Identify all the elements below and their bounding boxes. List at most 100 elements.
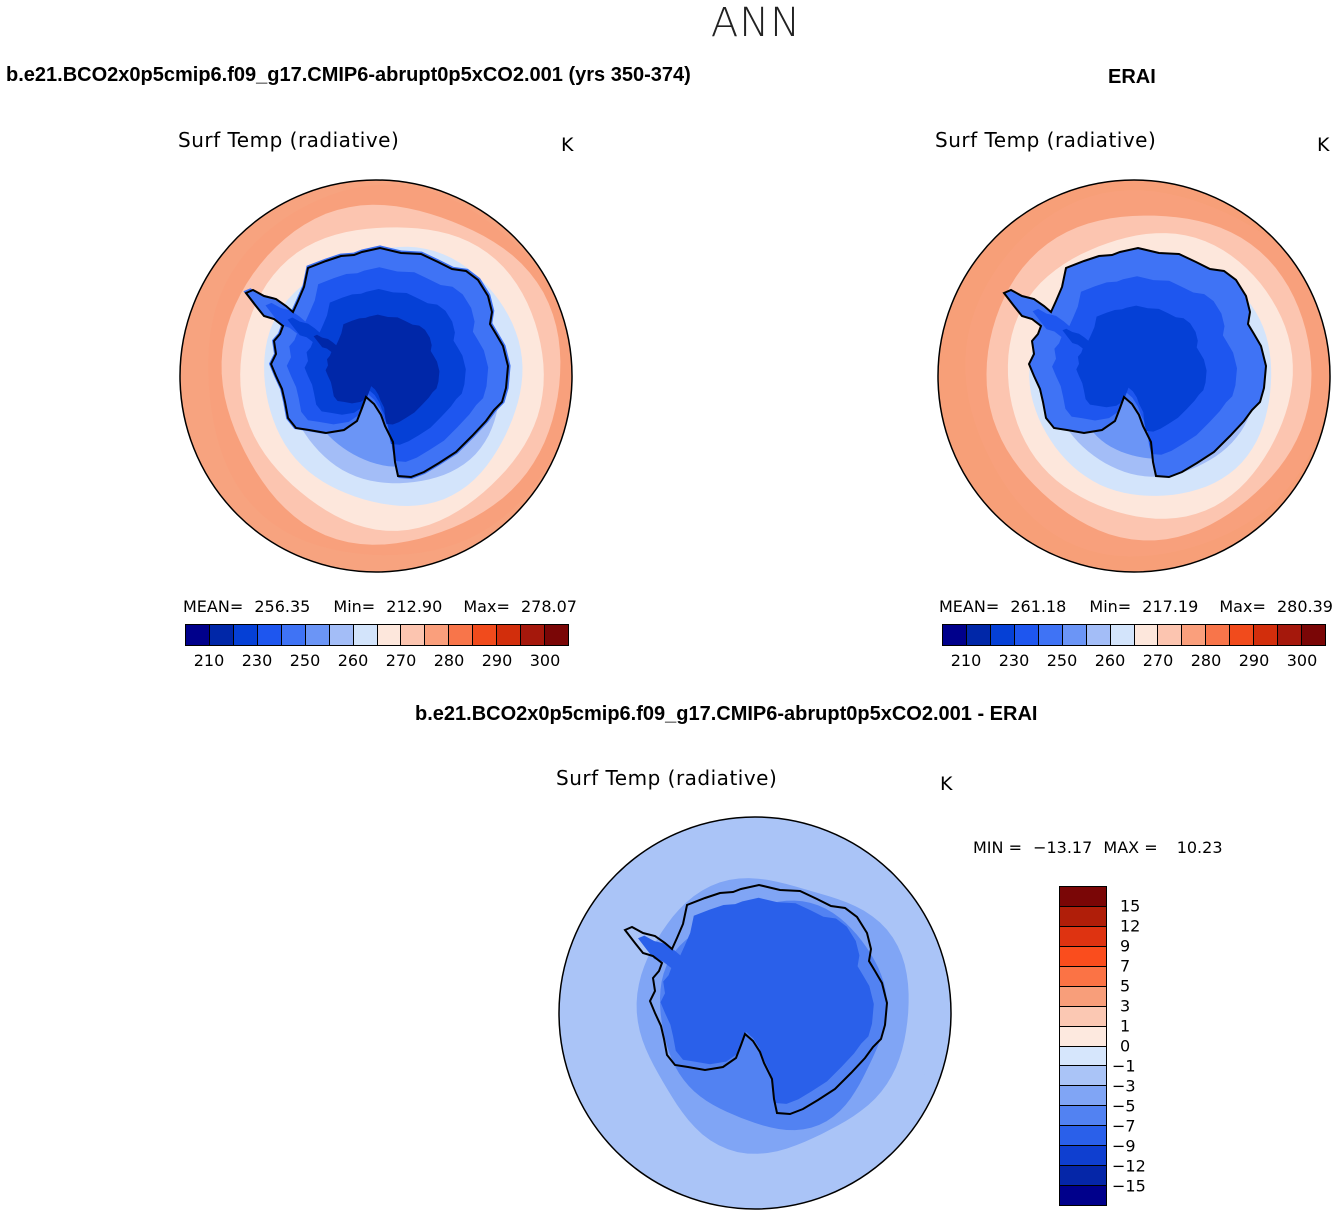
model-colorbar-swatch bbox=[233, 625, 258, 645]
diff-case-title: b.e21.BCO2x0p5cmip6.f09_g17.CMIP6-abrupt… bbox=[415, 703, 1038, 725]
model-polar-map bbox=[179, 179, 573, 573]
diff-colorbar-tick-label: −1 bbox=[1112, 1056, 1136, 1076]
diff-max-label: MAX = bbox=[1103, 838, 1158, 857]
model-max-value: 278.07 bbox=[520, 597, 577, 616]
diff-colorbar-swatch bbox=[1060, 1186, 1106, 1205]
model-colorbar-tick-label: 290 bbox=[481, 651, 513, 670]
diff-stats: MIN = −13.17 MAX = 10.23 bbox=[973, 838, 1223, 857]
diff-colorbar-swatch bbox=[1060, 1166, 1106, 1187]
diff-polar-map bbox=[558, 816, 952, 1210]
obs-colorbar-swatch bbox=[1254, 625, 1279, 645]
model-colorbar-swatch bbox=[281, 625, 306, 645]
diff-colorbar-swatch bbox=[1060, 1086, 1106, 1107]
diff-min-value: −13.17 bbox=[1033, 838, 1093, 857]
diff-colorbar-tick-label: −15 bbox=[1112, 1176, 1146, 1196]
diff-colorbar-swatch bbox=[1060, 1026, 1106, 1047]
diff-min-label: MIN = bbox=[973, 838, 1022, 857]
obs-colorbar-tick-label: 300 bbox=[1286, 651, 1318, 670]
diff-colorbar-tick-label: −9 bbox=[1112, 1136, 1136, 1156]
obs-map-boundary bbox=[937, 179, 1331, 573]
diff-colorbar-tick-label: −7 bbox=[1112, 1116, 1136, 1136]
model-colorbar-swatch bbox=[353, 625, 378, 645]
model-colorbar-swatch bbox=[521, 625, 546, 645]
obs-colorbar-swatch bbox=[1062, 625, 1087, 645]
diff-colorbar bbox=[1059, 886, 1107, 1206]
diff-colorbar-tick-label: −5 bbox=[1112, 1096, 1136, 1116]
model-units: K bbox=[561, 134, 574, 156]
obs-colorbar-swatch bbox=[966, 625, 991, 645]
obs-colorbar-swatch bbox=[1086, 625, 1111, 645]
diff-colorbar-swatch bbox=[1060, 1146, 1106, 1167]
diff-colorbar-tick-label: −3 bbox=[1112, 1076, 1136, 1096]
obs-colorbar-tick-label: 290 bbox=[1238, 651, 1270, 670]
obs-colorbar-tick-label: 260 bbox=[1094, 651, 1126, 670]
diff-colorbar-swatch bbox=[1060, 1126, 1106, 1147]
obs-colorbar bbox=[942, 624, 1326, 646]
obs-mean-label: MEAN= bbox=[939, 597, 1000, 616]
model-case-title: b.e21.BCO2x0p5cmip6.f09_g17.CMIP6-abrupt… bbox=[6, 64, 691, 86]
model-colorbar-tick-label: 280 bbox=[433, 651, 465, 670]
model-colorbar-swatch bbox=[401, 625, 426, 645]
diff-max-value: 10.23 bbox=[1176, 838, 1223, 857]
diff-colorbar-tick-label: 12 bbox=[1120, 916, 1141, 936]
diff-colorbar-tick-label: 7 bbox=[1120, 956, 1131, 976]
diff-contour-band bbox=[638, 897, 874, 1104]
model-max-label: Max= bbox=[463, 597, 510, 616]
model-colorbar-swatch bbox=[257, 625, 282, 645]
obs-colorbar-tick-label: 230 bbox=[998, 651, 1030, 670]
obs-case-title: ERAI bbox=[1108, 66, 1156, 88]
model-map-boundary bbox=[179, 179, 573, 573]
obs-colorbar-swatch bbox=[990, 625, 1015, 645]
diff-colorbar-ticks: 15 12 9 7 5 3 1 0 −1 −3 −5 −7 −9 −12 −15 bbox=[1112, 886, 1172, 1206]
obs-stats: MEAN= 261.18 Min= 217.19 Max= 280.39 bbox=[939, 597, 1333, 616]
diff-colorbar-swatch bbox=[1060, 1106, 1106, 1127]
obs-colorbar-swatch bbox=[1134, 625, 1159, 645]
obs-colorbar-tick-label: 250 bbox=[1046, 651, 1078, 670]
diff-colorbar-tick-label: 3 bbox=[1120, 996, 1131, 1016]
obs-antarctica-coastline bbox=[1002, 246, 1268, 479]
model-colorbar-swatch bbox=[545, 625, 568, 645]
model-colorbar-swatch bbox=[329, 625, 354, 645]
model-mean-value: 256.35 bbox=[254, 597, 311, 616]
model-variable-title: Surf Temp (radiative) bbox=[178, 128, 400, 152]
model-colorbar-swatch bbox=[186, 625, 210, 645]
diff-filled-contours bbox=[559, 817, 951, 1209]
obs-variable-title: Surf Temp (radiative) bbox=[935, 128, 1157, 152]
diff-colorbar-swatch bbox=[1060, 906, 1106, 927]
obs-colorbar-swatch bbox=[943, 625, 967, 645]
diff-colorbar-tick-label: 9 bbox=[1120, 936, 1131, 956]
model-colorbar-swatch bbox=[425, 625, 450, 645]
diff-colorbar-swatch bbox=[1060, 946, 1106, 967]
diff-map-boundary bbox=[558, 816, 952, 1210]
model-colorbar-swatch bbox=[209, 625, 234, 645]
diff-colorbar-swatch bbox=[1060, 986, 1106, 1007]
obs-colorbar-swatch bbox=[1182, 625, 1207, 645]
model-colorbar-swatch bbox=[473, 625, 498, 645]
obs-colorbar-swatch bbox=[1206, 625, 1231, 645]
model-colorbar-swatch bbox=[497, 625, 522, 645]
obs-colorbar-swatch bbox=[1230, 625, 1255, 645]
obs-mean-value: 261.18 bbox=[1010, 597, 1067, 616]
model-min-label: Min= bbox=[333, 597, 376, 616]
diff-colorbar-tick-label: 0 bbox=[1120, 1036, 1131, 1056]
season-title: ANN bbox=[710, 0, 802, 46]
model-filled-contours bbox=[180, 180, 572, 572]
model-colorbar-tick-label: 250 bbox=[289, 651, 321, 670]
diff-colorbar-swatch bbox=[1060, 926, 1106, 947]
model-colorbar-swatch bbox=[449, 625, 474, 645]
diff-colorbar-swatch bbox=[1060, 966, 1106, 987]
diff-colorbar-swatch bbox=[1060, 1066, 1106, 1087]
diff-variable-title: Surf Temp (radiative) bbox=[556, 766, 778, 790]
obs-colorbar-swatch bbox=[1302, 625, 1325, 645]
obs-colorbar-tick-label: 210 bbox=[950, 651, 982, 670]
diff-colorbar-tick-label: −12 bbox=[1112, 1156, 1146, 1176]
model-colorbar bbox=[185, 624, 569, 646]
model-mean-label: MEAN= bbox=[183, 597, 244, 616]
obs-max-label: Max= bbox=[1219, 597, 1266, 616]
obs-units: K bbox=[1317, 134, 1330, 156]
diff-colorbar-tick-label: 15 bbox=[1120, 896, 1141, 916]
model-min-value: 212.90 bbox=[386, 597, 443, 616]
model-colorbar-tick-label: 270 bbox=[385, 651, 417, 670]
obs-min-value: 217.19 bbox=[1142, 597, 1199, 616]
obs-colorbar-swatch bbox=[1278, 625, 1303, 645]
